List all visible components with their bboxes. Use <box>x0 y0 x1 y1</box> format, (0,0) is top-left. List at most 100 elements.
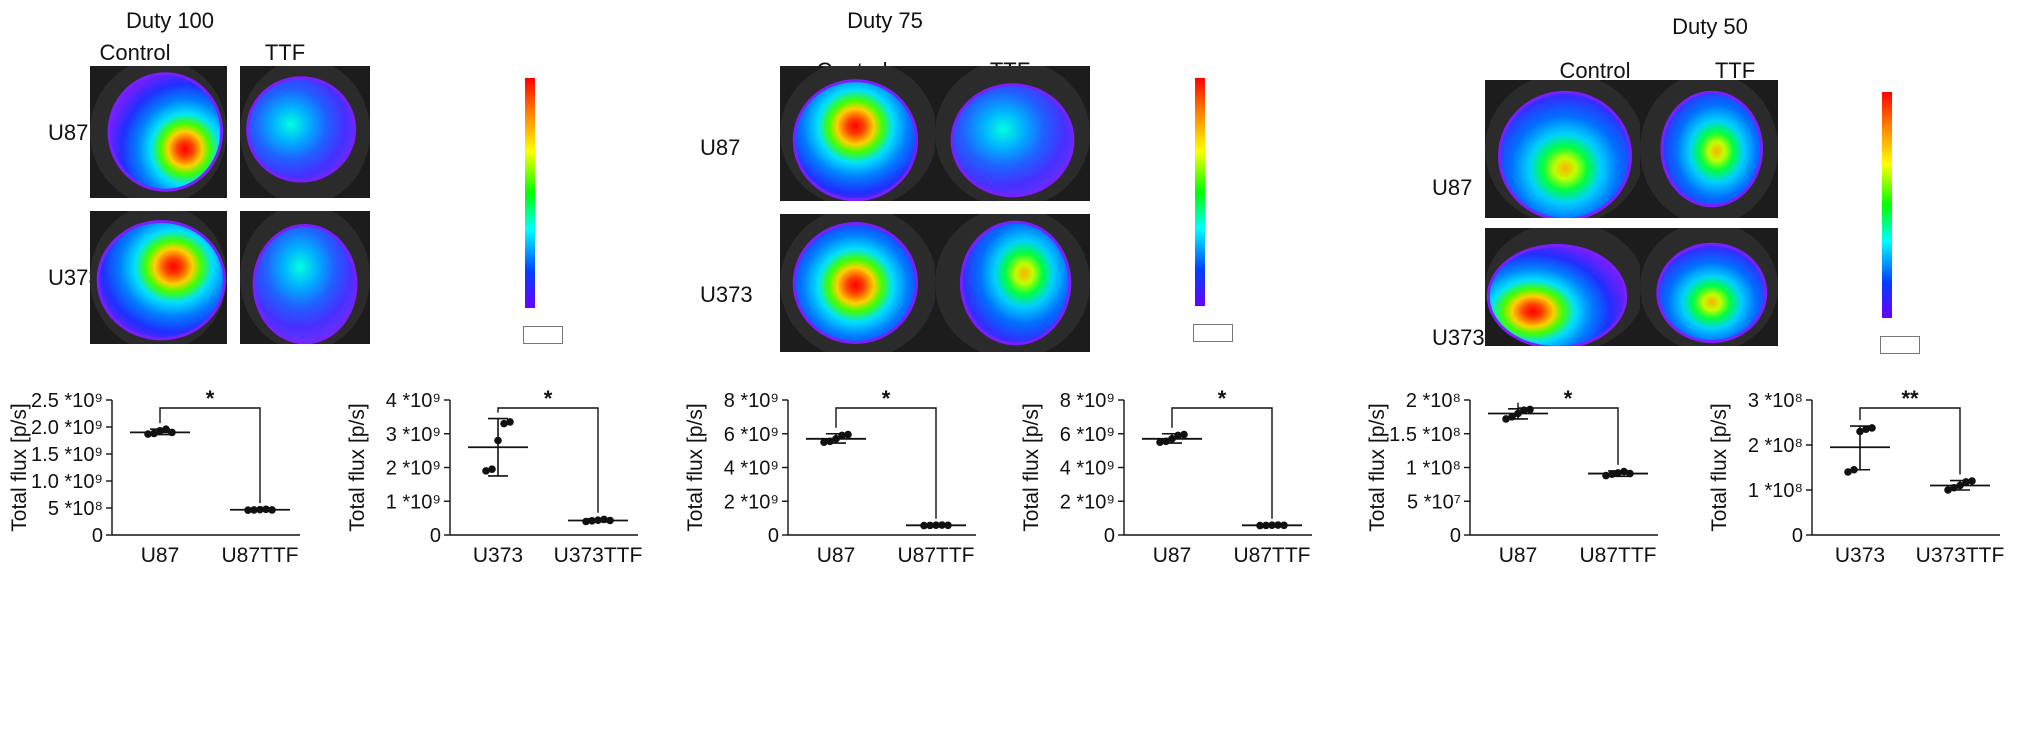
data-point <box>1274 521 1282 529</box>
flux-chart-2: 0 1 *10⁹ 2 *10⁹ 3 *10⁹ 4 *10⁹ Total flux [p/s… <box>338 380 668 720</box>
y-tick-label: 6 *10⁹ <box>724 424 779 446</box>
y-tick-label: 0 <box>1450 525 1461 547</box>
y-tick-label: 1 *10⁸ <box>1748 480 1803 502</box>
data-point <box>500 419 508 428</box>
row-header-u87: U87 <box>1432 175 1473 200</box>
row-header-u87: U87 <box>48 120 89 145</box>
bioluminescence-image <box>780 66 937 201</box>
y-tick-label: 1 *10⁸ <box>1406 458 1461 480</box>
significance-bracket <box>1171 407 1273 519</box>
bioluminescence-image <box>1640 80 1778 218</box>
data-point <box>1514 409 1522 418</box>
flux-chart-1: 0 5 *10⁸ 1.0 *10⁹ 1.5 *10⁹ 2.0 *10⁹ 2.5 *10⁹ T… <box>0 380 330 720</box>
bioluminescence-image <box>240 66 370 198</box>
data-point <box>494 436 502 445</box>
data-point <box>256 505 264 514</box>
data-point <box>1168 435 1176 443</box>
flux-chart-3: 0 2 *10⁹ 4 *10⁹ 6 *10⁹ 8 *10⁹ Total flux [p/s… <box>676 380 1006 720</box>
panel-title: Duty 100 <box>125 8 215 33</box>
significance-marker: ** <box>1901 386 1919 411</box>
x-tick-label: U373TTF <box>554 544 643 567</box>
y-axis-label: Total flux [p/s] <box>1020 403 1043 531</box>
column-header-control: Control <box>1559 58 1631 83</box>
significance-marker: * <box>882 386 891 411</box>
data-point <box>1602 471 1610 480</box>
x-tick-label: U373 <box>1835 544 1885 567</box>
column-header-ttf: TTF <box>1714 58 1756 83</box>
y-tick-label: 3 *10⁸ <box>1748 390 1803 412</box>
row-header-u87: U87 <box>700 135 741 160</box>
flux-chart-6: 0 1 *10⁸ 2 *10⁸ 3 *10⁸ Total flux [p/s] U373 U… <box>1700 380 2030 720</box>
y-tick-label: 5 *10⁷ <box>1407 491 1461 513</box>
data-point <box>832 435 840 443</box>
data-point <box>244 506 252 514</box>
data-point <box>1962 478 1970 486</box>
data-point <box>156 426 164 435</box>
data-point <box>488 465 496 473</box>
significance-marker: * <box>1564 386 1573 411</box>
y-axis-label: Total flux [p/s] <box>8 403 31 531</box>
x-tick-label: U87 <box>1153 544 1192 567</box>
y-tick-label: 8 *10⁹ <box>1060 390 1115 412</box>
row-header-u373: U373 <box>1432 325 1485 350</box>
x-tick-label: U373 <box>473 544 523 567</box>
y-axis-label: Total flux [p/s] <box>346 403 369 531</box>
data-point <box>1162 437 1170 446</box>
y-tick-label: 5 *10⁸ <box>48 498 103 520</box>
data-point <box>1956 481 1964 490</box>
data-point <box>150 429 158 438</box>
y-tick-label: 1.5 *10⁸ <box>1389 424 1461 446</box>
significance-bracket <box>1517 402 1619 465</box>
y-tick-label: 0 <box>768 525 779 547</box>
y-tick-label: 2 *10⁹ <box>386 458 441 480</box>
flux-chart-4: 0 2 *10⁹ 4 *10⁹ 6 *10⁹ 8 *10⁹ Total flux [p/s… <box>1012 380 1342 720</box>
data-point <box>1626 469 1634 478</box>
color-scale-bar <box>523 78 565 348</box>
bioluminescence-image <box>935 66 1090 201</box>
y-tick-label: 0 <box>1104 525 1115 547</box>
y-tick-label: 2.0 *10⁹ <box>31 417 103 439</box>
data-point <box>1508 413 1516 421</box>
x-tick-label: U87 <box>1499 544 1538 567</box>
data-point <box>1868 424 1876 432</box>
data-point <box>1502 415 1510 423</box>
y-tick-label: 1.5 *10⁹ <box>31 444 103 466</box>
color-scale-bar <box>1193 78 1235 346</box>
y-tick-label: 4 *10⁹ <box>386 390 441 412</box>
data-point <box>1608 470 1616 479</box>
data-point <box>1844 468 1852 476</box>
significance-marker: * <box>1218 386 1227 411</box>
significance-bracket <box>159 407 261 504</box>
y-tick-label: 0 <box>430 525 441 547</box>
significance-marker: * <box>544 386 553 411</box>
data-point <box>262 505 270 514</box>
data-point <box>932 521 940 530</box>
y-tick-label: 2 *10⁸ <box>1748 435 1803 457</box>
data-point <box>938 521 946 529</box>
data-point <box>1944 486 1952 494</box>
data-point <box>820 438 828 446</box>
y-tick-label: 2 *10⁹ <box>724 491 779 513</box>
row-header-u373: U373 <box>700 282 753 307</box>
bioluminescence-image <box>780 214 937 352</box>
data-point <box>600 515 608 524</box>
y-axis-label: Total flux [p/s] <box>684 403 707 531</box>
x-tick-label: U373TTF <box>1916 544 2005 567</box>
data-point <box>838 431 846 440</box>
y-tick-label: 1 *10⁹ <box>386 491 441 513</box>
significance-bracket <box>497 407 599 513</box>
data-point <box>606 516 614 525</box>
data-point <box>162 425 170 433</box>
y-tick-label: 6 *10⁹ <box>1060 424 1115 446</box>
data-point <box>844 430 852 439</box>
data-point <box>944 521 952 530</box>
panel-title: Duty 50 <box>1672 14 1748 39</box>
data-point <box>920 521 928 530</box>
data-point <box>1280 521 1288 530</box>
bioluminescence-image <box>90 211 227 344</box>
panel-title: Duty 75 <box>847 8 923 33</box>
data-point <box>1156 438 1164 446</box>
significance-marker: * <box>206 386 215 411</box>
data-point <box>1614 469 1622 477</box>
y-tick-label: 8 *10⁹ <box>724 390 779 412</box>
